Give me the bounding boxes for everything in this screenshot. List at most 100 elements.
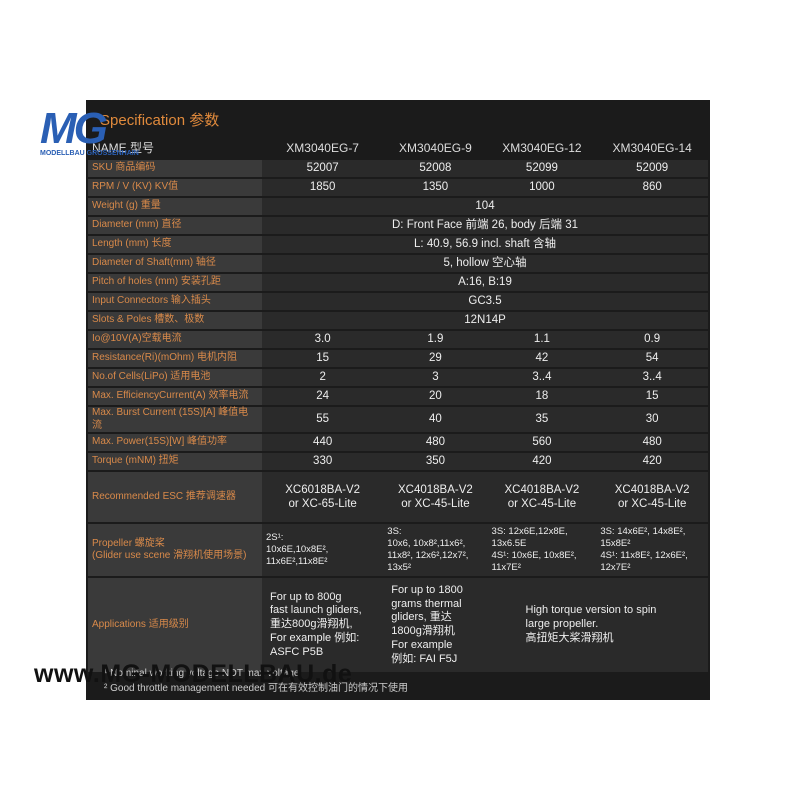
row-label: Propeller 螺旋桨 (Glider use scene 滑翔机使用场景) [88, 524, 262, 576]
footnotes: ¹ Nominal working voltage NOT max voltag… [104, 666, 408, 696]
cell: 15 [596, 388, 708, 405]
cell: 330 [262, 453, 384, 470]
cell: 1.1 [487, 331, 597, 348]
cell: 2 [262, 369, 384, 386]
cell: 35 [487, 407, 597, 432]
cell: 52009 [596, 160, 708, 177]
row-label: Length (mm) 长度 [88, 236, 262, 253]
cell: 0.9 [596, 331, 708, 348]
spec-row: RPM / V (KV) KV值 1850 1350 1000 860 [88, 179, 708, 196]
spec-row: Max. EfficiencyCurrent(A) 效率电流 24 20 18 15 [88, 388, 708, 405]
cell: XC6018BA-V2 or XC-65-Lite [262, 472, 384, 522]
cell: 350 [383, 453, 488, 470]
spec-row: Propeller 螺旋桨 (Glider use scene 滑翔机使用场景)… [88, 524, 708, 576]
header-cell: XM3040EG-12 [487, 138, 597, 158]
cell: 29 [383, 350, 488, 367]
cell: 3..4 [596, 369, 708, 386]
spec-row: Max. Burst Current (15S)[A] 峰值电流 55 40 35 30 [88, 407, 708, 432]
header-cell: XM3040EG-9 [383, 138, 488, 158]
spec-row: Pitch of holes (mm) 安装孔距 A:16, B:19 [88, 274, 708, 291]
spec-row: Diameter of Shaft(mm) 轴径 5, hollow 空心轴 [88, 255, 708, 272]
cell: 20 [383, 388, 488, 405]
cell: For up to 1800 grams thermal gliders, 重达… [383, 578, 488, 672]
row-label: No.of Cells(LiPo) 适用电池 [88, 369, 262, 386]
cell: 3 [383, 369, 488, 386]
cell: XC4018BA-V2 or XC-45-Lite [383, 472, 488, 522]
header-cell: NAME 型号 [88, 138, 262, 158]
cell: 42 [487, 350, 597, 367]
cell: 560 [487, 434, 597, 451]
title: Specification 参数 [100, 112, 220, 129]
row-label: Max. Burst Current (15S)[A] 峰值电流 [88, 407, 262, 432]
cell: 420 [487, 453, 597, 470]
header-cell: XM3040EG-14 [596, 138, 708, 158]
row-label: SKU 商品编码 [88, 160, 262, 177]
cell: 18 [487, 388, 597, 405]
row-label: Diameter of Shaft(mm) 轴径 [88, 255, 262, 272]
header-cell: XM3040EG-7 [262, 138, 384, 158]
cell: High torque version to spin large propel… [487, 578, 708, 672]
row-label: Weight (g) 重量 [88, 198, 262, 215]
cell: 2S¹: 10x6E,10x8E², 11x6E²,11x8E² [262, 524, 384, 576]
spec-table: NAME 型号 XM3040EG-7 XM3040EG-9 XM3040EG-12 XM… [88, 136, 708, 674]
row-label: RPM / V (KV) KV值 [88, 179, 262, 196]
spec-row: Recommended ESC 推荐调速器 XC6018BA-V2 or XC-6… [88, 472, 708, 522]
cell: XC4018BA-V2 or XC-45-Lite [596, 472, 708, 522]
cell: D: Front Face 前端 26, body 后端 31 [262, 217, 708, 234]
cell: 480 [383, 434, 488, 451]
row-label: Input Connectors 输入插头 [88, 293, 262, 310]
row-label: Diameter (mm) 直径 [88, 217, 262, 234]
row-label: Slots & Poles 槽数、极数 [88, 312, 262, 329]
spec-row: SKU 商品编码 52007 52008 52099 52009 [88, 160, 708, 177]
cell: 3..4 [487, 369, 597, 386]
cell: 52099 [487, 160, 597, 177]
footnote: ² Good throttle management needed 可在有效控制… [104, 683, 408, 694]
spec-row: Diameter (mm) 直径 D: Front Face 前端 26, bod… [88, 217, 708, 234]
cell: 104 [262, 198, 708, 215]
cell: A:16, B:19 [262, 274, 708, 291]
cell: 54 [596, 350, 708, 367]
cell: 24 [262, 388, 384, 405]
spec-row: Io@10V(A)空载电流 3.0 1.9 1.1 0.9 [88, 331, 708, 348]
cell: 480 [596, 434, 708, 451]
row-label: Torque (mNM) 扭矩 [88, 453, 262, 470]
cell: 52008 [383, 160, 488, 177]
row-label: Applications 适用级别 [88, 578, 262, 672]
logo-mark: MG [40, 104, 108, 153]
row-label: Max. EfficiencyCurrent(A) 效率电流 [88, 388, 262, 405]
row-label: Io@10V(A)空载电流 [88, 331, 262, 348]
footnote: ¹ Nominal working voltage NOT max voltag… [104, 668, 300, 679]
cell: 3S: 12x6E,12x8E, 13x6.5E 4S¹: 10x6E, 10x… [487, 524, 597, 576]
row-label: Pitch of holes (mm) 安装孔距 [88, 274, 262, 291]
cell: 12N14P [262, 312, 708, 329]
spec-row: Weight (g) 重量 104 [88, 198, 708, 215]
cell: 15 [262, 350, 384, 367]
spec-row: Torque (mNM) 扭矩 330 350 420 420 [88, 453, 708, 470]
cell: 1.9 [383, 331, 488, 348]
spec-row: Length (mm) 长度 L: 40.9, 56.9 incl. shaft … [88, 236, 708, 253]
cell: 1000 [487, 179, 597, 196]
cell: 52007 [262, 160, 384, 177]
cell: 420 [596, 453, 708, 470]
cell: L: 40.9, 56.9 incl. shaft 含轴 [262, 236, 708, 253]
watermark: www.MG-MODELLBAU.de [34, 660, 353, 688]
spec-panel: Specification 参数 NAME 型号 XM3040EG-7 XM3040… [86, 100, 710, 700]
cell: 1850 [262, 179, 384, 196]
spec-row: Max. Power(15S)[W] 峰值功率 440 480 560 480 [88, 434, 708, 451]
cell: 1350 [383, 179, 488, 196]
spec-row: Slots & Poles 槽数、极数 12N14P [88, 312, 708, 329]
cell: 3S: 14x6E², 14x8E², 15x8E² 4S¹: 11x8E², … [596, 524, 708, 576]
spec-row: Applications 适用级别 For up to 800g fast lau… [88, 578, 708, 672]
cell: 3.0 [262, 331, 384, 348]
cell: 40 [383, 407, 488, 432]
row-label: Resistance(Ri)(mOhm) 电机内阻 [88, 350, 262, 367]
logo: MG MODELLBAU GROSSENHAIN [40, 104, 139, 157]
spec-row: No.of Cells(LiPo) 适用电池 2 3 3..4 3..4 [88, 369, 708, 386]
cell: 860 [596, 179, 708, 196]
cell: 30 [596, 407, 708, 432]
cell: 3S: 10x6, 10x8²,11x6², 11x8², 12x6²,12x7… [383, 524, 488, 576]
table-body: NAME 型号 XM3040EG-7 XM3040EG-9 XM3040EG-12 XM… [88, 138, 708, 672]
cell: 55 [262, 407, 384, 432]
spec-row: Resistance(Ri)(mOhm) 电机内阻 15 29 42 54 [88, 350, 708, 367]
